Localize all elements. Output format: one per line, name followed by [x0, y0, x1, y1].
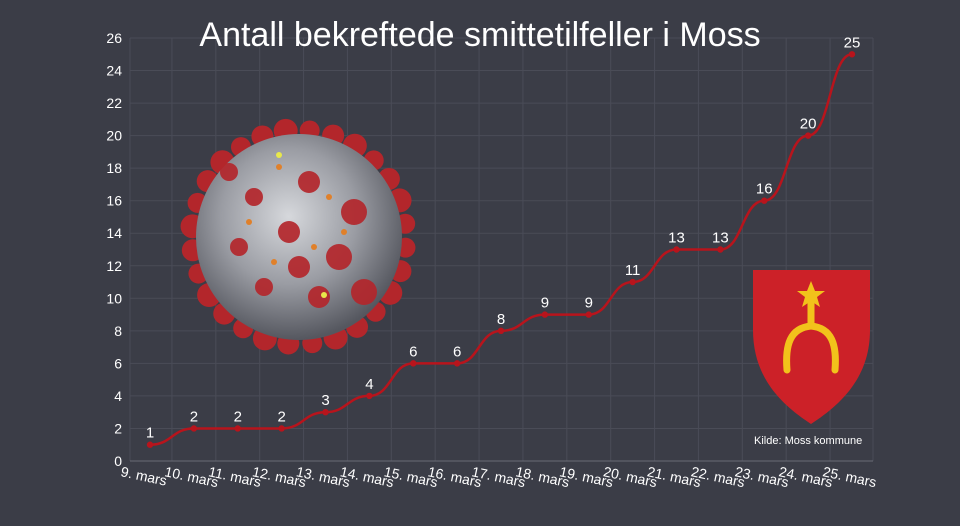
y-tick-label: 0	[114, 453, 122, 469]
y-tick-label: 6	[114, 355, 122, 371]
y-tick-label: 4	[114, 388, 122, 404]
data-label: 13	[668, 230, 685, 247]
data-label: 6	[453, 343, 461, 360]
shield-shape	[753, 270, 870, 424]
data-point	[541, 311, 549, 318]
data-label: 13	[712, 230, 729, 247]
data-point	[848, 51, 856, 58]
star-emblem	[797, 281, 825, 307]
virus-surface-spike	[255, 278, 273, 296]
virus-surface-spike	[245, 188, 263, 206]
data-point	[497, 327, 505, 335]
data-label: 9	[585, 295, 593, 312]
y-tick-label: 18	[106, 160, 122, 176]
data-label: 11	[625, 262, 641, 279]
data-point	[410, 360, 417, 367]
data-point	[453, 360, 461, 367]
virus-protein-dot	[276, 152, 282, 158]
data-label: 1	[146, 425, 154, 442]
virus-surface-spike	[288, 256, 310, 278]
virus-surface-spike	[230, 238, 248, 256]
virus-protein-dot	[326, 194, 332, 200]
virus-surface-spike	[326, 244, 352, 270]
data-label: 8	[497, 311, 505, 328]
data-point	[366, 392, 373, 400]
data-label: 2	[277, 408, 285, 425]
data-label: 3	[321, 392, 329, 409]
data-label: 4	[365, 376, 373, 393]
x-tick-label: 9. mars	[119, 463, 168, 488]
virus-protein-dot	[276, 164, 282, 170]
data-label: 9	[541, 295, 549, 312]
virus-surface-spike	[308, 286, 330, 308]
data-point	[585, 311, 592, 318]
virus-body	[196, 134, 402, 340]
data-point	[278, 425, 285, 432]
chart-title: Antall bekreftede smittetilfeller i Moss	[199, 16, 761, 54]
virus-protein-dot	[271, 259, 277, 265]
virus-surface-spike	[278, 221, 300, 243]
y-tick-label: 14	[106, 225, 122, 241]
y-tick-label: 22	[106, 95, 122, 111]
y-tick-label: 26	[106, 30, 122, 46]
horse-bit-emblem	[783, 296, 839, 374]
y-tick-label: 16	[106, 193, 122, 209]
virus-surface-spike	[351, 279, 377, 305]
y-tick-label: 24	[106, 63, 122, 79]
data-point	[322, 408, 329, 416]
y-tick-label: 2	[114, 420, 122, 436]
virus-surface-spike	[341, 199, 367, 225]
data-point	[146, 441, 154, 448]
data-point	[673, 246, 680, 253]
virus-surface-spike	[220, 163, 238, 181]
data-point	[190, 425, 198, 432]
moss-coat-of-arms-image	[753, 270, 870, 424]
data-point	[717, 246, 724, 253]
virus-protein-dot	[341, 229, 347, 235]
data-label: 2	[234, 408, 242, 425]
series-line	[146, 51, 856, 448]
data-label: 16	[756, 181, 773, 198]
data-label: 20	[800, 116, 817, 133]
data-point	[234, 425, 241, 432]
virus-protein-dot	[311, 244, 317, 250]
data-label: 25	[844, 34, 861, 51]
data-label: 6	[409, 343, 417, 360]
data-point	[629, 278, 636, 286]
y-tick-label: 12	[106, 258, 122, 274]
data-label: 2	[190, 408, 198, 425]
y-tick-label: 20	[106, 128, 122, 144]
data-labels: 1 2 2 2 3 4 6 6 8 9 9 11 13 13 16 20 25	[146, 34, 861, 441]
virus-surface-spike	[298, 171, 320, 193]
source-note: Kilde: Moss kommune	[754, 435, 863, 447]
y-tick-label: 8	[114, 323, 122, 339]
data-point	[761, 197, 768, 204]
virus-protein-dot	[321, 292, 327, 298]
data-point	[804, 132, 812, 139]
y-tick-label: 10	[106, 290, 122, 306]
virus-protein-dot	[246, 219, 252, 225]
coronavirus-image	[180, 118, 416, 355]
